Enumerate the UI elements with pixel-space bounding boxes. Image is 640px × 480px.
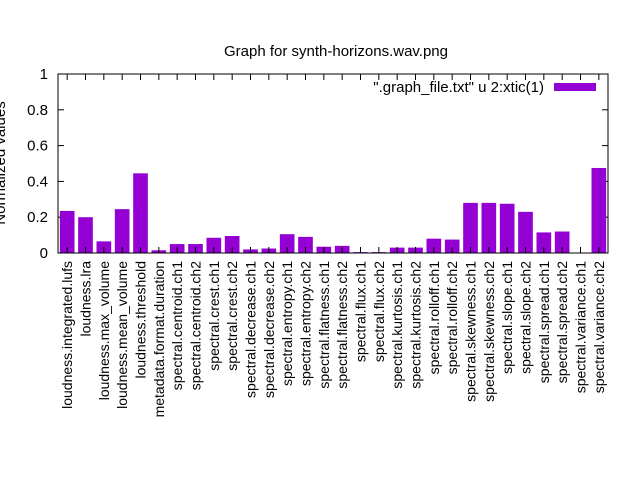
x-tick-label: loudness.max_volume: [96, 261, 112, 401]
x-tick-label: spectral.variance.ch2: [591, 261, 607, 394]
bar: [298, 236, 313, 253]
x-tick-label: spectral.crest.ch2: [224, 261, 240, 371]
x-tick-label: spectral.skewness.ch2: [481, 261, 497, 402]
x-tick-label: spectral.kurtosis.ch2: [408, 261, 424, 389]
x-tick-label: spectral.centroid.ch1: [169, 261, 185, 390]
x-tick-label: spectral.crest.ch1: [206, 261, 222, 371]
x-tick-label: spectral.slope.ch2: [518, 261, 534, 374]
bar: [59, 210, 75, 253]
y-axis-label: Normalized values: [0, 101, 9, 224]
x-tick-label: spectral.variance.ch1: [573, 261, 589, 394]
bar: [279, 234, 295, 253]
x-tick-label: loudness.lra: [78, 261, 94, 337]
bar: [114, 209, 130, 253]
y-tick-label: 0.2: [27, 209, 48, 226]
bar: [206, 237, 222, 253]
legend: ".graph_file.txt" u 2:xtic(1): [373, 79, 596, 96]
bar: [518, 211, 533, 253]
bar: [426, 238, 442, 253]
bar: [133, 173, 148, 253]
x-tick-label: spectral.rolloff.ch1: [426, 261, 442, 375]
x-tick-label: spectral.entropy.ch2: [298, 261, 314, 386]
x-tick-label: spectral.skewness.ch1: [463, 261, 479, 402]
x-tick-label: spectral.rolloff.ch2: [444, 261, 460, 375]
plot-frame: [57, 73, 609, 254]
x-tick-label: spectral.flatness.ch2: [334, 261, 350, 389]
x-tick-label: loudness.integrated.lufs: [59, 261, 75, 409]
legend-swatch: [554, 83, 596, 91]
y-tick-label: 0.6: [27, 138, 48, 155]
bar: [78, 217, 93, 253]
y-tick-label: 0.4: [27, 173, 48, 190]
bar: [463, 202, 478, 253]
x-tick-label: spectral.kurtosis.ch1: [389, 261, 405, 389]
y-tick-label: 0.8: [27, 102, 48, 119]
bar: [444, 239, 460, 253]
x-tick-label: spectral.decrease.ch2: [261, 261, 277, 398]
x-tick-label: loudness.mean_volume: [114, 261, 130, 409]
chart-title: Graph for synth-horizons.wav.png: [224, 43, 448, 60]
x-tick-label: spectral.decrease.ch1: [243, 261, 259, 398]
legend-label: ".graph_file.txt" u 2:xtic(1): [373, 79, 544, 96]
bar: [591, 167, 607, 253]
x-tick-label: spectral.flatness.ch1: [316, 261, 332, 389]
bar: [536, 232, 552, 253]
x-tick-label: spectral.flux.ch2: [371, 261, 387, 362]
x-tick-label: spectral.slope.ch1: [499, 261, 515, 374]
bar: [554, 231, 570, 253]
x-tick-label: loudness.threshold: [133, 261, 149, 379]
x-tick-label: spectral.spread.ch1: [536, 261, 552, 383]
x-tick-label: metadata.format.duration: [151, 261, 167, 417]
bar: [499, 203, 515, 253]
y-tick-label: 1: [40, 66, 48, 83]
bar: [481, 202, 497, 253]
x-tick-label: spectral.centroid.ch2: [188, 261, 204, 390]
x-tick-label: spectral.spread.ch2: [554, 261, 570, 383]
y-tick-label: 0: [40, 245, 48, 262]
x-tick-label: spectral.flux.ch1: [353, 261, 369, 362]
x-tick-label: spectral.entropy.ch1: [279, 261, 295, 386]
bar: [224, 235, 240, 253]
